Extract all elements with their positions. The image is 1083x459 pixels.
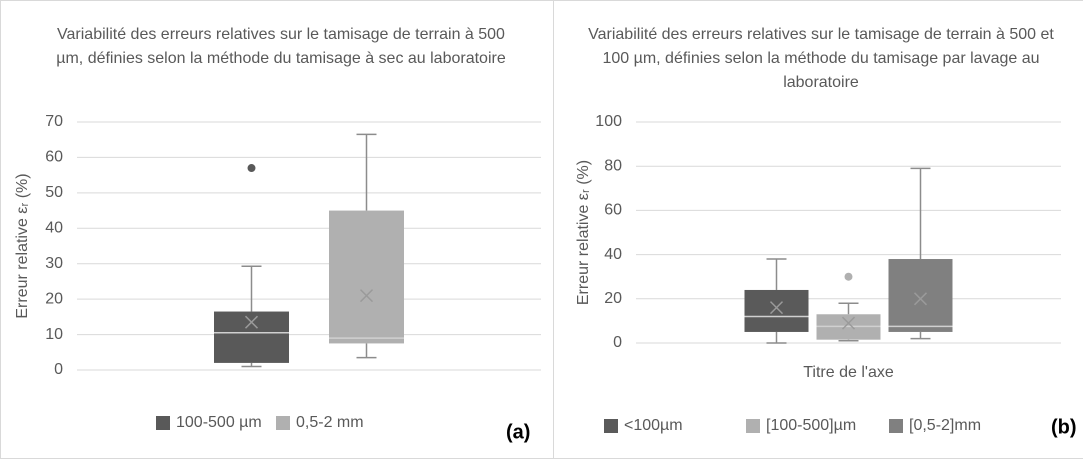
y-tick-label: 60 (45, 149, 63, 166)
box (329, 210, 404, 344)
mean-marker (769, 301, 784, 315)
y-tick-label: 60 (604, 202, 622, 219)
legend-swatch (604, 419, 618, 433)
y-tick-label: 20 (45, 290, 63, 307)
y-tick-label: 0 (613, 334, 622, 351)
box (888, 259, 953, 332)
y-tick-label: 40 (45, 220, 63, 237)
y-tick-label: 10 (45, 326, 63, 343)
y-tick-label: 100 (595, 113, 622, 130)
panel-label: (b) (1051, 416, 1077, 438)
chart-title: Variabilité des erreurs relatives sur le… (588, 26, 1054, 91)
mean-marker (913, 292, 928, 306)
y-tick-label: 30 (45, 255, 63, 272)
mean-marker (244, 315, 259, 329)
legend-label: 100-500 µm (176, 414, 262, 431)
box (744, 289, 809, 332)
outlier (247, 164, 256, 173)
y-axis-label: Erreur relative εᵣ (%) (14, 173, 31, 318)
legend-label: [0,5-2]mm (909, 417, 981, 434)
panel-label: (a) (506, 421, 530, 443)
legend-label: 0,5-2 mm (296, 414, 364, 431)
x-axis-label: Titre de l'axe (803, 364, 894, 381)
y-tick-label: 80 (604, 157, 622, 174)
legend-swatch (746, 419, 760, 433)
legend-label: <100µm (624, 417, 683, 434)
y-tick-label: 20 (604, 290, 622, 307)
mean-marker (359, 289, 374, 303)
y-axis-label: Erreur relative εᵣ (%) (575, 160, 592, 305)
y-tick-label: 0 (54, 361, 63, 378)
y-tick-label: 70 (45, 113, 63, 130)
y-tick-label: 50 (45, 184, 63, 201)
legend-label: [100-500]µm (766, 417, 856, 434)
box (214, 311, 289, 363)
outlier (844, 272, 853, 281)
panel-b: Variabilité des erreurs relatives sur le… (553, 0, 1083, 459)
mean-marker (841, 316, 856, 330)
legend-swatch (276, 416, 290, 430)
legend-swatch (156, 416, 170, 430)
chart-title: Variabilité des erreurs relatives sur le… (56, 26, 506, 67)
y-tick-label: 40 (604, 246, 622, 263)
legend-swatch (889, 419, 903, 433)
chart: 0 10 20 30 40 50 60 70 Erreur relative εᵣ (%) 100… (14, 113, 541, 443)
chart: 0 20 40 60 80 100 Erreur relative εᵣ (%) Titre … (575, 113, 1077, 438)
panel-a: Variabilité des erreurs relatives sur le… (0, 0, 554, 459)
